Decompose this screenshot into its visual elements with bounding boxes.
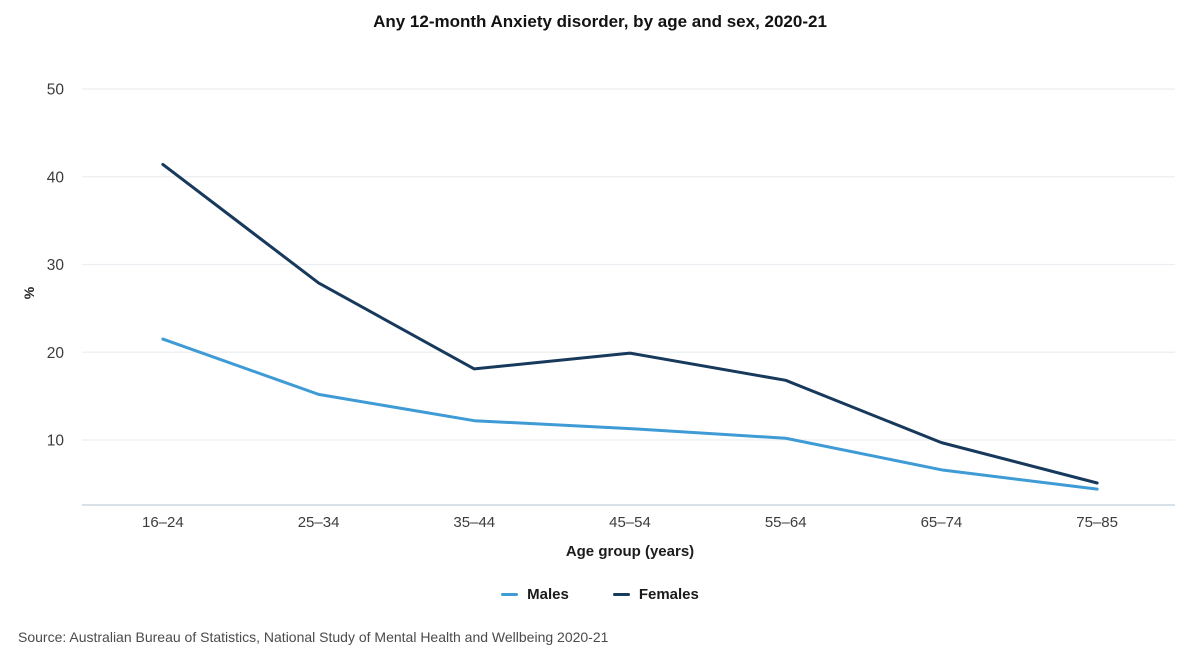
legend: Males Females [0,586,1200,603]
females-line-swatch [612,593,630,596]
y-tick-label: 10 [47,433,65,450]
legend-item-males: Males [501,586,569,603]
females-line [161,162,1099,485]
x-tick-label: 55–64 [765,514,807,531]
source-note: Source: Australian Bureau of Statistics,… [18,629,609,645]
x-axis-label: Age group (years) [565,543,695,560]
x-tick-label: 65–74 [921,514,963,531]
males-line [161,337,1099,491]
y-tick-label: 50 [47,82,65,99]
chart-title: Any 12-month Anxiety disorder, by age an… [373,12,827,31]
y-tick-label: 20 [47,345,65,362]
y-tick-label: 40 [47,169,65,186]
y-tick-label: 30 [47,257,65,274]
legend-item-females: Females [612,586,699,603]
legend-label-females: Females [638,586,699,603]
x-tick-label: 45–54 [609,514,651,531]
legend-label-males: Males [527,586,569,603]
males-line-swatch [501,593,519,596]
x-tick-label: 75–85 [1076,514,1118,531]
x-tick-label: 16–24 [142,514,184,531]
x-tick-label: 25–34 [298,514,340,531]
x-tick-label: 35–44 [453,514,495,531]
